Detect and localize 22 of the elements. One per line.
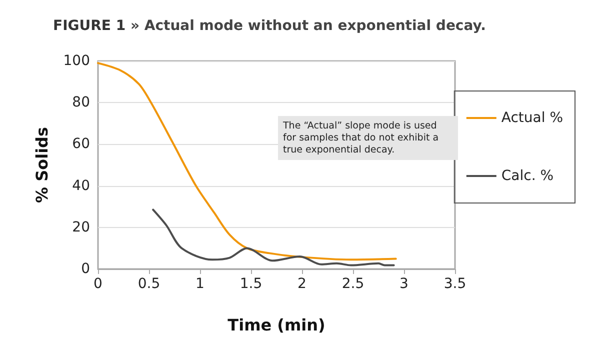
chart-title: FIGURE 1 xyxy=(53,18,126,34)
x-tick-label: 3 xyxy=(400,276,408,292)
y-tick-label: 100 xyxy=(63,53,90,69)
y-tick-label: 80 xyxy=(72,94,90,111)
chart-subtitle: » Actual mode without an exponential decay. xyxy=(126,18,486,34)
y-axis-title: % Solids xyxy=(32,126,52,204)
legend-label: Calc. % xyxy=(501,168,554,184)
legend-label: Actual % xyxy=(501,110,564,126)
annotation: The “Actual” slope mode is used for samples that do not exhibit a true exponential decay. xyxy=(282,120,442,156)
x-axis-title: Time (min) xyxy=(228,316,326,334)
line-series xyxy=(152,208,395,266)
x-tick-label: 0 xyxy=(94,276,102,292)
x-tick-label: 2 xyxy=(298,276,306,292)
y-tick-label: 60 xyxy=(72,136,90,152)
x-tick-label: 1.5 xyxy=(240,276,262,292)
x-tick-label: 3.5 xyxy=(444,276,466,292)
y-tick-label: 40 xyxy=(72,178,90,194)
x-tick-label: 0.5 xyxy=(138,276,160,292)
x-tick-label: 1 xyxy=(196,276,204,292)
y-tick-label: 20 xyxy=(72,219,90,236)
x-tick-label: 2.5 xyxy=(342,276,364,292)
y-tick-label: 0 xyxy=(81,261,90,277)
